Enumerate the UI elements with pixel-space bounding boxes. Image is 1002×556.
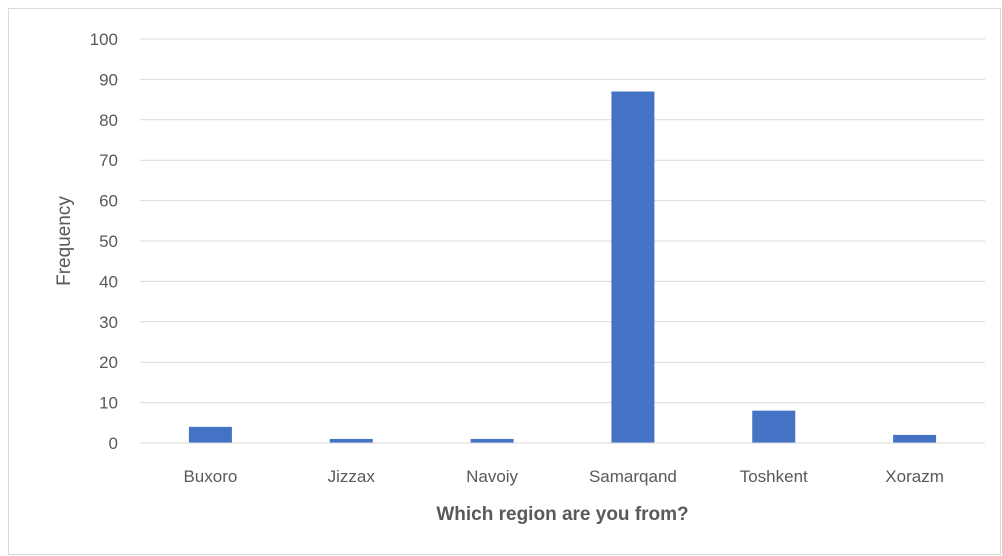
x-axis-ticks: Buxoro Jizzax Navoiy Samarqand Toshkent Xoraz… <box>183 467 943 486</box>
x-axis-label: Which region are you from? <box>436 504 688 525</box>
x-tick-label: Jizzax <box>328 467 376 486</box>
x-tick-label: Navoiy <box>466 467 518 486</box>
y-tick-label: 70 <box>99 151 118 170</box>
x-tick-label: Toshkent <box>740 467 808 486</box>
y-tick-label: 30 <box>99 313 118 332</box>
bars <box>188 91 937 444</box>
y-tick-label: 40 <box>99 272 118 291</box>
y-tick-label: 10 <box>99 394 118 413</box>
y-tick-label: 50 <box>99 232 118 251</box>
y-axis-label: Frequency <box>54 196 75 286</box>
y-tick-label: 60 <box>99 192 118 211</box>
x-tick-label: Xorazm <box>885 467 944 486</box>
bar-navoiy <box>470 438 514 443</box>
bar-samarqand <box>611 91 655 444</box>
y-tick-label: 80 <box>99 111 118 130</box>
y-tick-label: 0 <box>109 434 118 453</box>
x-tick-label: Samarqand <box>589 467 677 486</box>
y-tick-label: 90 <box>99 70 118 89</box>
bar-buxoro <box>188 426 232 443</box>
bar-toshkent <box>752 410 796 443</box>
bar-xorazm <box>893 434 937 443</box>
y-axis-ticks: 0 10 20 30 40 50 60 70 80 90 100 <box>90 30 118 453</box>
y-tick-label: 100 <box>90 30 118 49</box>
bar-jizzax <box>329 438 373 443</box>
y-tick-label: 20 <box>99 353 118 372</box>
x-tick-label: Buxoro <box>183 467 237 486</box>
gridlines <box>140 38 985 404</box>
